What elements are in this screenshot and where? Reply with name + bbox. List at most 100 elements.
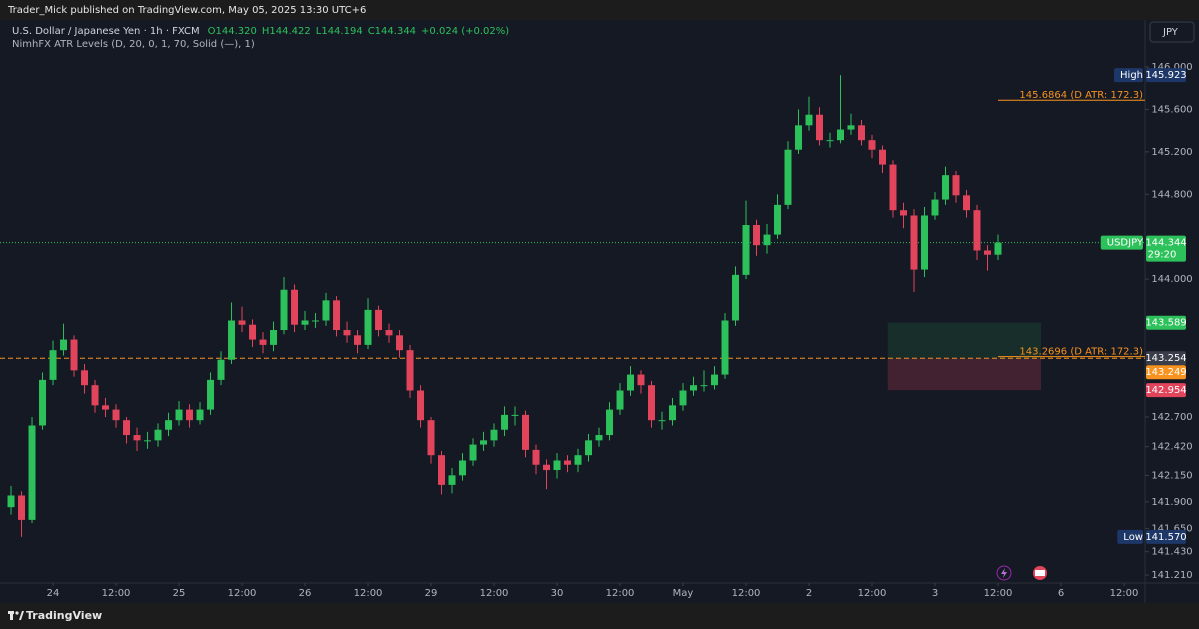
x-tick-label: 12:00	[984, 588, 1013, 599]
candle-body	[406, 350, 414, 391]
price-label: 142.954	[1145, 385, 1186, 396]
candle-body	[606, 409, 614, 436]
candle-body	[858, 125, 866, 141]
y-tick-label: 145.200	[1151, 147, 1192, 158]
legend-value: H144.422	[262, 26, 311, 37]
candle-body	[18, 495, 26, 520]
legend-value: C144.344	[368, 26, 416, 37]
logo-part	[19, 611, 24, 620]
candle-body	[301, 320, 309, 325]
candle-body	[196, 409, 204, 421]
price-label: 143.254	[1145, 353, 1186, 364]
candle-body	[91, 385, 99, 406]
y-tick-label: 141.430	[1151, 547, 1192, 558]
x-tick-label: 2	[806, 588, 812, 599]
y-tick-label: 141.650	[1151, 523, 1192, 534]
candle-body	[228, 320, 236, 360]
price-label: 145.923	[1145, 70, 1186, 81]
x-tick-label: 25	[173, 588, 186, 599]
stop-zone	[887, 358, 1042, 391]
price-label-box	[1146, 383, 1186, 398]
logo-part	[15, 611, 19, 615]
candle-body	[249, 324, 257, 340]
symbol-title: U.S. Dollar / Japanese Yen · 1h · FXCM	[12, 26, 200, 37]
candle-body	[259, 339, 267, 345]
tradingview-logo	[8, 611, 24, 620]
candle-body	[343, 330, 351, 336]
price-label-box	[1146, 235, 1186, 262]
price-label-name: USDJPY	[1107, 238, 1144, 249]
candle-body	[354, 335, 362, 345]
candle-body	[931, 199, 939, 216]
candle-body	[994, 242, 1002, 255]
candle-body	[270, 330, 278, 345]
price-label-box	[1146, 351, 1186, 366]
candle-body	[291, 289, 299, 325]
candle-body	[616, 390, 624, 410]
candle-body	[648, 385, 656, 421]
candle-body	[889, 164, 897, 211]
candle-body	[364, 309, 372, 345]
candle-body	[133, 435, 141, 441]
candle-body	[543, 464, 551, 471]
price-label-name: Low	[1123, 532, 1143, 543]
candle-body	[574, 455, 582, 465]
candle-body	[658, 420, 666, 422]
candle-body	[60, 339, 68, 351]
candle-body	[39, 379, 47, 426]
candle-body	[501, 414, 509, 430]
candle-body	[438, 455, 446, 485]
y-tick-label: 141.210	[1151, 570, 1192, 581]
price-label-name-box	[1114, 68, 1143, 83]
x-tick-label: 12:00	[1110, 588, 1139, 599]
candle-body	[448, 475, 456, 485]
x-tick-label: 12:00	[228, 588, 257, 599]
candle-body	[532, 449, 540, 465]
header-text: Trader_Mick published on TradingView.com…	[7, 5, 366, 16]
candle-body	[427, 420, 435, 456]
currency: JPY	[1162, 27, 1179, 38]
candle-body	[879, 149, 887, 165]
candle-body	[595, 435, 603, 441]
x-tick-label: 24	[47, 588, 60, 599]
y-tick-label: 142.700	[1151, 412, 1192, 423]
event-icons[interactable]	[996, 565, 1047, 581]
footer-text: TradingView	[26, 609, 102, 622]
x-tick-label: 29	[425, 588, 438, 599]
candle-body	[207, 379, 215, 410]
price-label-box	[1146, 529, 1186, 544]
atr-level-label: 145.6864 (D ATR: 172.3)	[1019, 90, 1143, 101]
candle-body	[732, 274, 740, 321]
y-tick-label: 142.150	[1151, 470, 1192, 481]
candle-body	[742, 225, 750, 275]
event-icon[interactable]	[996, 565, 1012, 581]
x-tick-label: 26	[299, 588, 312, 599]
x-tick-label: 12:00	[354, 588, 383, 599]
candle-body	[805, 114, 813, 126]
candle-body	[123, 420, 131, 436]
y-tick-label: 146.000	[1151, 62, 1192, 73]
y-tick-label: 144.000	[1151, 274, 1192, 285]
candle-body	[511, 414, 519, 416]
event-icon-glyph	[1001, 568, 1007, 578]
candle-body	[102, 405, 110, 410]
candle-body	[28, 425, 36, 520]
candle-body	[774, 204, 782, 235]
candle-body	[952, 175, 960, 196]
candle-body	[385, 330, 393, 336]
indicator-label: NimhFX ATR Levels (D, 20, 0, 1, 70, Soli…	[12, 39, 255, 50]
candle-body	[690, 385, 698, 391]
candle-body	[784, 149, 792, 205]
x-tick-label: 6	[1058, 588, 1064, 599]
candle-body	[459, 460, 467, 476]
price-label-name: High	[1120, 70, 1143, 81]
currency-box[interactable]	[1149, 21, 1195, 43]
candle-body	[280, 289, 288, 331]
candle-body	[847, 125, 855, 130]
x-tick-label: 12:00	[858, 588, 887, 599]
price-label-box	[1146, 315, 1186, 330]
price-label-name-box	[1117, 529, 1143, 544]
candle-body	[826, 140, 834, 142]
price-axis	[1145, 20, 1199, 603]
